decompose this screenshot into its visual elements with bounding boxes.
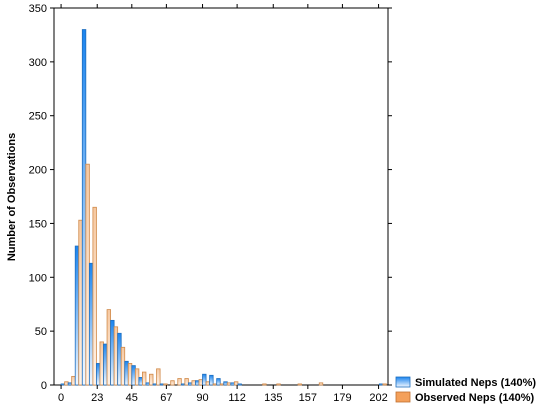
bar-observed [205, 381, 211, 386]
bar-simulated [67, 382, 73, 386]
bar-observed [276, 383, 281, 386]
bar-simulated [138, 377, 143, 386]
bar-simulated [216, 378, 221, 386]
y-tick-label: 50 [35, 326, 47, 338]
x-tick-label: 112 [228, 392, 246, 404]
legend-swatch-observed [395, 391, 411, 403]
bar-observed [71, 375, 76, 386]
bar-simulated [187, 382, 193, 386]
bar-simulated [195, 380, 200, 386]
bar-observed [219, 383, 225, 386]
y-axis: 0 50 100 150 200 250 300 350 [29, 3, 392, 392]
bar-simulated [152, 383, 157, 386]
bar-observed [92, 206, 97, 386]
bar-simulated [145, 382, 150, 386]
bar-simulated [223, 381, 228, 386]
legend-label-observed: Observed Neps (140%) [415, 392, 535, 404]
bar-simulated [131, 365, 136, 386]
bar-simulated [96, 363, 101, 386]
y-tick-label: 300 [29, 57, 47, 69]
bar-simulated [209, 374, 214, 386]
bar-observed [262, 383, 267, 386]
x-tick-label: 135 [264, 392, 282, 404]
bar-simulated [180, 383, 186, 386]
bar-observed [177, 378, 182, 386]
bar-simulated [81, 29, 87, 386]
bar-observed [184, 378, 189, 386]
bar-observed [212, 383, 218, 386]
bar-simulated [124, 360, 129, 386]
bar-simulated [110, 319, 115, 386]
bar-simulated [159, 383, 165, 386]
bar-observed [191, 380, 196, 386]
x-tick-label: 23 [91, 392, 103, 404]
bar-simulated [103, 343, 108, 386]
bar-observed [382, 383, 387, 386]
bar-simulated [237, 383, 242, 386]
bar-simulated [117, 332, 122, 386]
x-tick-label: 67 [160, 392, 172, 404]
bar-observed [99, 341, 104, 386]
bar-simulated [60, 383, 66, 386]
legend-label-simulated: Simulated Neps (140%) [415, 377, 536, 389]
x-tick-label: 179 [333, 392, 351, 404]
bar-observed [106, 309, 111, 386]
bar-observed [233, 381, 239, 386]
legend-swatch-simulated [395, 376, 411, 388]
x-tick-label: 90 [196, 392, 208, 404]
y-tick-label: 250 [29, 111, 47, 123]
bar-observed [156, 368, 161, 386]
bar-observed [170, 380, 175, 386]
legend: Simulated Neps (140%) Observed Neps (140… [395, 376, 536, 404]
y-tick-label: 200 [29, 165, 47, 177]
bar-observed [226, 382, 232, 386]
x-tick-label: 0 [58, 392, 64, 404]
plot-area [53, 7, 389, 386]
bar-observed [142, 371, 147, 386]
y-tick-label: 350 [29, 3, 47, 15]
bar-observed [149, 373, 154, 386]
x-tick-label: 157 [299, 392, 317, 404]
bar-observed [78, 219, 83, 386]
x-tick-label: 45 [126, 392, 138, 404]
bar-observed [64, 381, 69, 386]
bar-simulated [230, 382, 235, 386]
y-tick-label: 0 [41, 380, 47, 392]
bar-observed [163, 383, 168, 386]
bar-simulated [202, 373, 207, 386]
bar-observed [127, 363, 133, 386]
bar-simulated [74, 245, 80, 386]
bar-observed [198, 379, 203, 386]
y-tick-label: 150 [29, 218, 47, 230]
y-tick-label: 100 [29, 272, 47, 284]
bar-observed [85, 163, 90, 386]
bar-observed [134, 368, 140, 386]
bar-simulated [378, 383, 384, 386]
bars-group [60, 29, 387, 386]
x-axis: 0 23 45 67 90 112 135 157 179 202 [58, 4, 388, 404]
x-tick-label: 202 [369, 392, 387, 404]
bar-observed [120, 346, 126, 386]
bar-simulated [88, 262, 94, 386]
bar-observed [318, 382, 324, 386]
bar-observed [113, 326, 119, 386]
bar-observed [297, 383, 302, 386]
y-axis-label: Number of Observations [6, 133, 18, 261]
